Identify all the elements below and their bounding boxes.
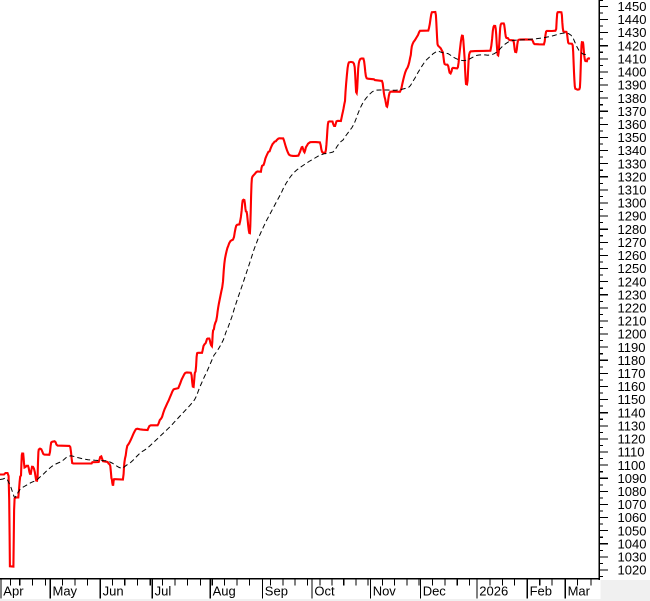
svg-text:1090: 1090: [618, 471, 647, 486]
svg-text:1390: 1390: [618, 78, 647, 93]
svg-text:1020: 1020: [618, 563, 647, 578]
svg-text:1200: 1200: [618, 327, 647, 342]
svg-text:1300: 1300: [618, 196, 647, 211]
svg-text:2026: 2026: [479, 584, 508, 599]
svg-text:1080: 1080: [618, 484, 647, 499]
svg-text:1310: 1310: [618, 183, 647, 198]
svg-text:1250: 1250: [618, 261, 647, 276]
svg-text:1340: 1340: [618, 143, 647, 158]
svg-text:1240: 1240: [618, 274, 647, 289]
svg-text:Jun: Jun: [103, 584, 124, 599]
svg-text:1110: 1110: [618, 445, 645, 460]
svg-text:1140: 1140: [618, 405, 646, 420]
svg-text:1150: 1150: [618, 392, 646, 407]
svg-text:May: May: [53, 584, 78, 599]
svg-text:1180: 1180: [618, 353, 646, 368]
svg-text:1170: 1170: [618, 366, 646, 381]
svg-text:Feb: Feb: [530, 584, 552, 599]
svg-text:Aug: Aug: [213, 584, 236, 599]
svg-text:1220: 1220: [618, 300, 647, 315]
svg-text:1030: 1030: [618, 549, 647, 564]
svg-text:1430: 1430: [618, 25, 647, 40]
svg-text:1210: 1210: [618, 314, 647, 329]
svg-text:1190: 1190: [618, 340, 646, 355]
svg-text:1050: 1050: [618, 523, 647, 538]
svg-text:1330: 1330: [618, 156, 647, 171]
svg-text:1350: 1350: [618, 130, 647, 145]
svg-text:1290: 1290: [618, 209, 647, 224]
svg-text:Sep: Sep: [265, 584, 288, 599]
svg-text:1270: 1270: [618, 235, 647, 250]
svg-text:1280: 1280: [618, 222, 647, 237]
svg-text:1260: 1260: [618, 248, 647, 263]
svg-text:Nov: Nov: [373, 584, 397, 599]
svg-text:1370: 1370: [618, 104, 647, 119]
svg-text:1420: 1420: [618, 38, 647, 53]
svg-text:1380: 1380: [618, 91, 647, 106]
svg-text:1440: 1440: [618, 12, 647, 27]
svg-text:Apr: Apr: [3, 584, 24, 599]
svg-text:Dec: Dec: [423, 584, 447, 599]
svg-text:1070: 1070: [618, 497, 647, 512]
svg-text:Jul: Jul: [155, 584, 172, 599]
svg-text:1410: 1410: [618, 51, 647, 66]
svg-text:1040: 1040: [618, 536, 647, 551]
svg-text:1100: 1100: [618, 458, 646, 473]
svg-text:1060: 1060: [618, 510, 647, 525]
svg-text:1320: 1320: [618, 169, 647, 184]
svg-text:1400: 1400: [618, 65, 647, 80]
svg-text:Oct: Oct: [314, 584, 335, 599]
svg-text:1120: 1120: [618, 432, 646, 447]
svg-text:Mar: Mar: [568, 584, 591, 599]
svg-text:1450: 1450: [618, 0, 647, 14]
svg-text:1160: 1160: [618, 379, 646, 394]
svg-text:1230: 1230: [618, 287, 647, 302]
svg-text:1130: 1130: [618, 418, 646, 433]
svg-text:1360: 1360: [618, 117, 647, 132]
